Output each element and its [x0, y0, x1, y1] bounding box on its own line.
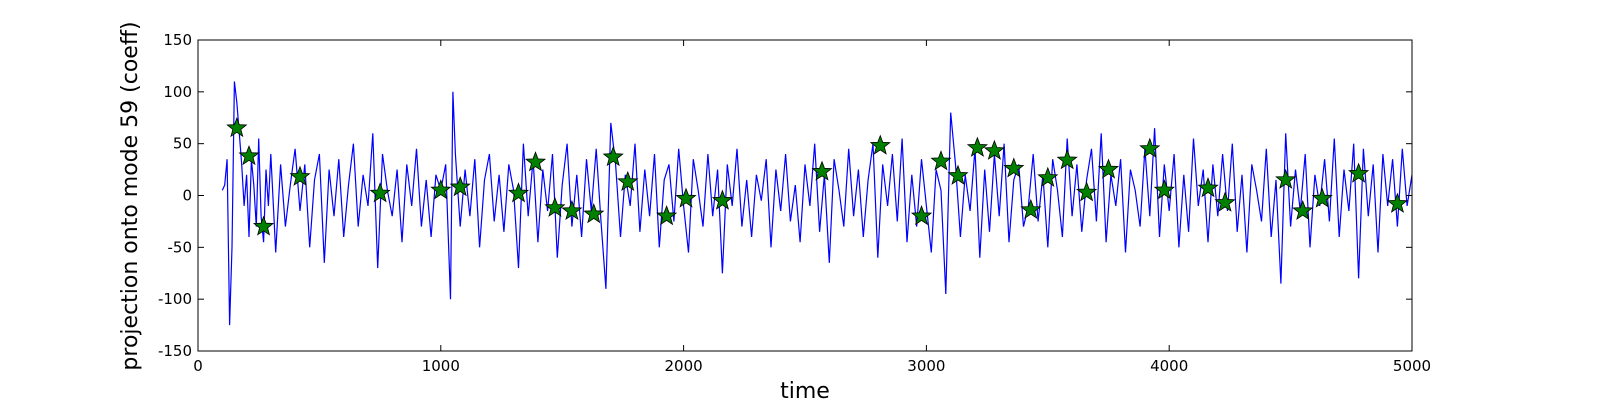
y-tick-label: -100: [158, 290, 192, 308]
star-marker: [1386, 192, 1408, 213]
star-marker: [711, 189, 734, 210]
star-marker: [675, 187, 697, 208]
star-marker: [1003, 157, 1025, 178]
star-marker: [1139, 137, 1161, 158]
star-marker: [1020, 198, 1042, 220]
star-marker: [1311, 187, 1333, 208]
x-tick-label: 1000: [422, 357, 460, 375]
star-marker: [449, 176, 471, 197]
star-marker: [226, 116, 248, 138]
star-marker: [1197, 177, 1219, 198]
x-tick-label: 3000: [907, 357, 945, 375]
star-marker: [1153, 179, 1175, 200]
star-marker: [1037, 166, 1059, 187]
star-marker: [1214, 191, 1236, 212]
star-marker: [947, 164, 969, 185]
star-marker: [910, 205, 933, 226]
star-marker: [930, 150, 952, 171]
star-marker: [1292, 199, 1314, 221]
x-tick-label: 2000: [665, 357, 703, 375]
star-marker: [544, 196, 566, 217]
star-marker: [507, 182, 530, 203]
star-marker: [1097, 158, 1120, 179]
star-marker: [811, 160, 833, 181]
star-marker: [369, 182, 391, 203]
star-marker: [430, 179, 452, 200]
star-marker: [656, 205, 678, 226]
star-marker: [1056, 149, 1078, 170]
star-marker: [1076, 181, 1098, 202]
star-marker: [1348, 162, 1370, 183]
x-tick-label: 4000: [1150, 357, 1188, 375]
y-tick-label: -50: [168, 238, 193, 256]
y-tick-label: 100: [163, 83, 192, 101]
star-marker: [561, 199, 583, 221]
star-marker: [1275, 168, 1297, 189]
star-marker: [238, 144, 260, 166]
star-marker: [602, 145, 624, 167]
y-axis-label: projection onto mode 59 (coeff): [118, 21, 143, 370]
star-marker: [524, 151, 547, 172]
x-axis-label: time: [780, 379, 830, 400]
star-marker: [252, 215, 275, 236]
y-tick-label: 0: [182, 187, 192, 205]
star-marker: [617, 170, 639, 192]
x-tick-label: 0: [193, 357, 203, 375]
x-tick-label: 5000: [1393, 357, 1431, 375]
y-tick-label: -150: [158, 342, 192, 360]
star-marker: [583, 203, 605, 224]
star-marker: [289, 165, 311, 186]
star-marker: [983, 139, 1005, 160]
star-marker: [869, 134, 891, 155]
star-marker: [966, 136, 988, 157]
plot-area: [198, 40, 1412, 351]
y-tick-label: 50: [173, 135, 192, 153]
y-tick-label: 150: [163, 31, 192, 49]
